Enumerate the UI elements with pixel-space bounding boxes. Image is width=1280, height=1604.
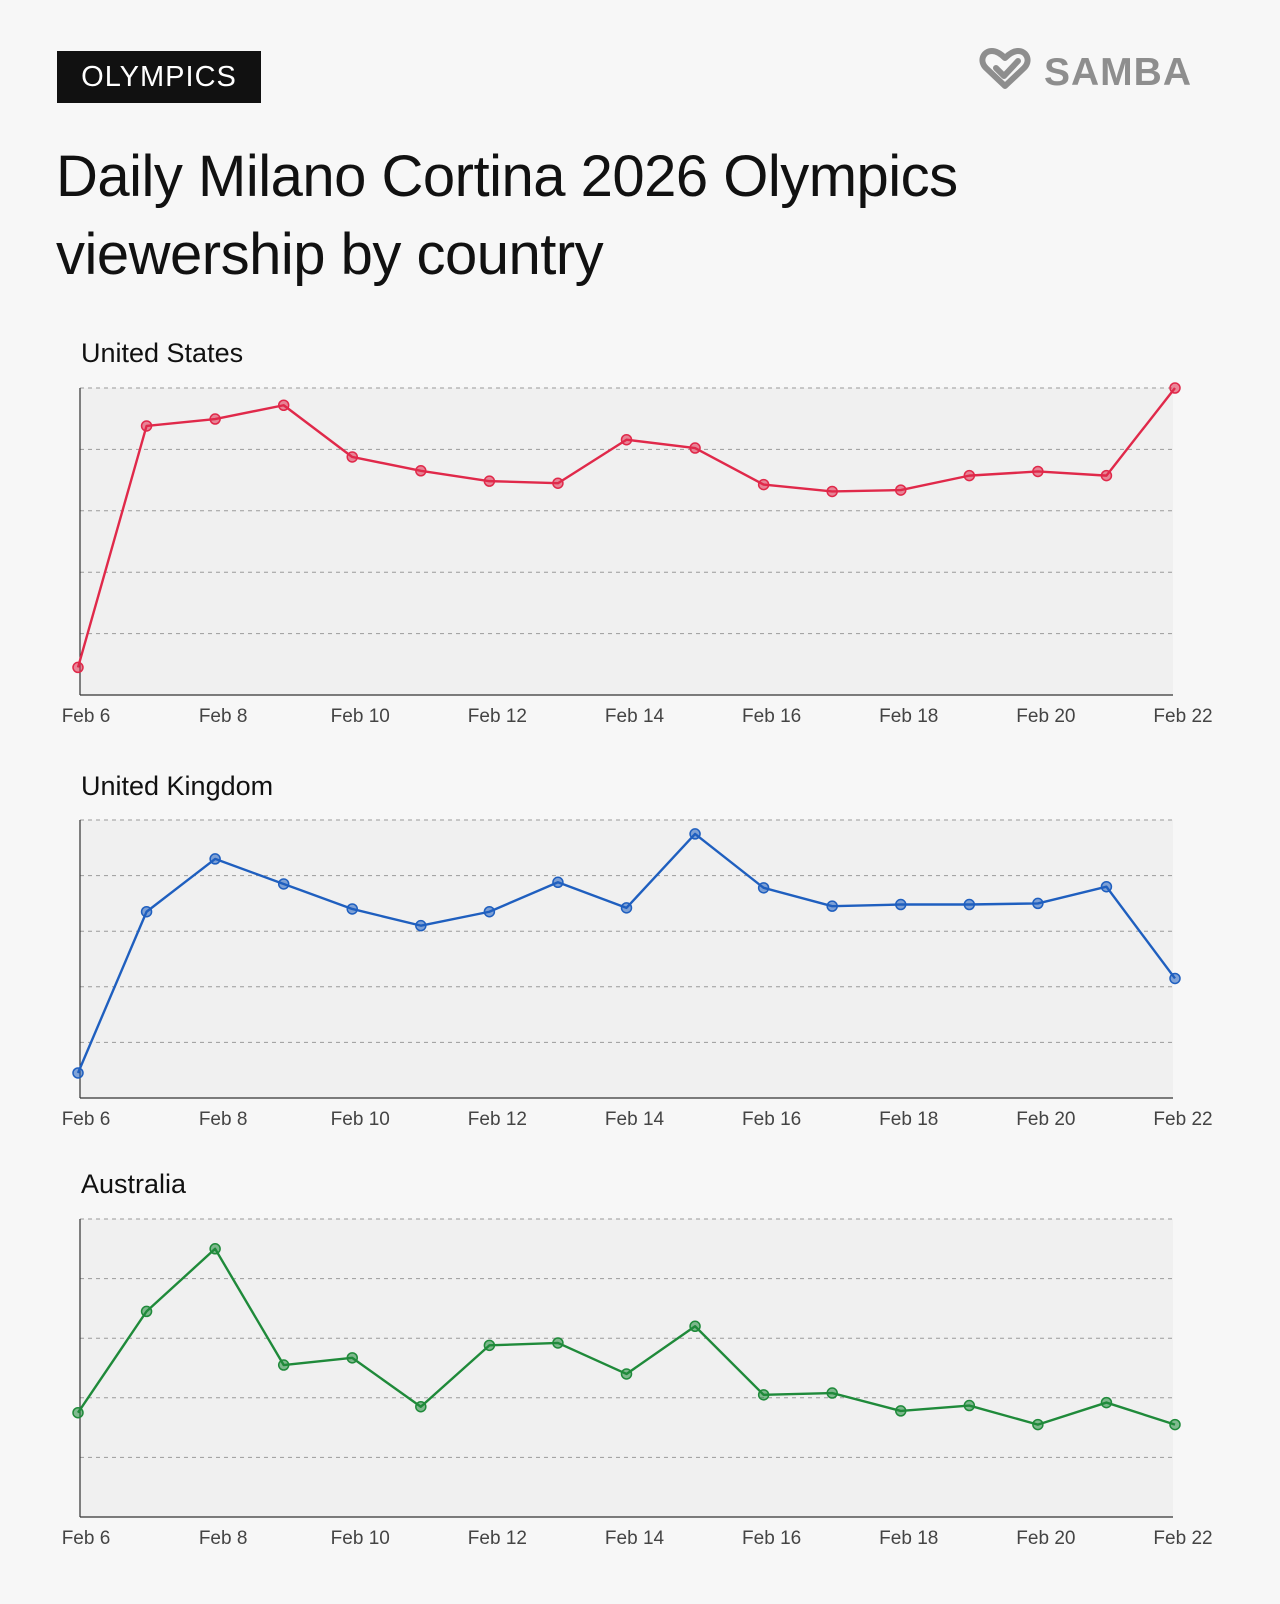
x-tick-label: Feb 18 — [879, 706, 938, 727]
data-point — [1032, 465, 1044, 478]
x-tick-label: Feb 16 — [742, 1109, 801, 1130]
x-tick-label: Feb 22 — [1153, 1109, 1212, 1130]
x-tick-label: Feb 14 — [605, 1109, 665, 1130]
data-point — [1169, 382, 1181, 394]
data-point — [483, 475, 496, 487]
data-point — [826, 1387, 838, 1399]
data-point — [757, 1389, 770, 1401]
chart-title-united-kingdom: United Kingdom — [81, 771, 274, 801]
data-point — [277, 399, 290, 411]
x-tick-label: Feb 8 — [199, 706, 248, 727]
chart-title-united-states: United States — [81, 338, 244, 368]
x-tick-label: Feb 10 — [331, 1528, 390, 1549]
data-point — [963, 1399, 976, 1412]
data-point — [620, 902, 633, 914]
x-tick-label: Feb 22 — [1153, 706, 1212, 727]
brand-logo: SAMBA — [978, 48, 1192, 97]
category-tag: OLYMPICS — [57, 51, 261, 103]
data-point — [1100, 1396, 1113, 1409]
x-tick-label: Feb 18 — [879, 1528, 938, 1549]
chart-united-states: Feb 6 Feb 8 Feb 10 Feb 12 Feb 14 Feb 16 Feb 18… — [62, 382, 1213, 727]
x-tick-label: Feb 22 — [1153, 1528, 1212, 1549]
data-point — [757, 882, 770, 894]
x-tick-label: Feb 6 — [62, 1528, 111, 1549]
chart-title-australia: Australia — [81, 1169, 187, 1199]
chart-united-kingdom: Feb 6 Feb 8 Feb 10 Feb 12 Feb 14 Feb 16 Feb 18… — [62, 819, 1213, 1130]
data-point — [140, 905, 153, 918]
data-point — [1100, 469, 1113, 482]
data-point — [72, 1067, 84, 1079]
plot-area — [80, 820, 1173, 1098]
chart-australia: Feb 6 Feb 8 Feb 10 Feb 12 Feb 14 Feb 16 Feb 18… — [62, 1218, 1213, 1549]
data-point — [277, 878, 290, 890]
data-point — [72, 1406, 84, 1419]
x-tick-label: Feb 14 — [605, 1528, 665, 1549]
data-point — [1100, 880, 1113, 893]
data-point — [1169, 1418, 1181, 1431]
data-point — [483, 1339, 496, 1352]
data-point — [140, 1305, 153, 1318]
data-point — [209, 853, 221, 865]
data-point — [72, 661, 84, 674]
data-point — [689, 1320, 701, 1333]
x-tick-label: Feb 6 — [62, 1109, 111, 1130]
x-tick-label: Feb 6 — [62, 706, 111, 727]
data-point — [140, 420, 153, 432]
data-point — [757, 478, 770, 491]
x-tick-label: Feb 10 — [331, 706, 390, 727]
x-tick-label: Feb 8 — [199, 1109, 248, 1130]
data-point — [552, 477, 564, 489]
x-tick-label: Feb 20 — [1016, 1528, 1075, 1549]
data-point — [620, 1368, 633, 1380]
data-point — [415, 465, 427, 477]
data-point — [277, 1359, 290, 1371]
data-point — [415, 1400, 427, 1413]
x-tick-label: Feb 18 — [879, 1109, 938, 1130]
data-point — [689, 442, 701, 454]
x-tick-label: Feb 20 — [1016, 1109, 1075, 1130]
data-point — [895, 1405, 907, 1417]
data-point — [620, 433, 633, 446]
data-point — [209, 413, 221, 425]
x-tick-label: Feb 10 — [331, 1109, 390, 1130]
data-point — [415, 919, 427, 932]
samba-heart-check-icon — [978, 48, 1034, 97]
data-point — [895, 898, 907, 911]
data-point — [483, 905, 496, 918]
data-point — [552, 876, 564, 889]
data-point — [346, 451, 358, 463]
data-point — [346, 1352, 358, 1364]
data-point — [963, 898, 976, 911]
x-tick-label: Feb 8 — [199, 1528, 248, 1549]
data-point — [895, 484, 907, 496]
data-point — [552, 1337, 564, 1349]
x-tick-label: Feb 12 — [468, 706, 527, 727]
x-tick-label: Feb 14 — [605, 706, 665, 727]
x-tick-label: Feb 12 — [468, 1528, 527, 1549]
brand-name: SAMBA — [1044, 50, 1192, 94]
x-tick-label: Feb 16 — [742, 706, 801, 727]
x-tick-label: Feb 12 — [468, 1109, 527, 1130]
data-point — [209, 1243, 221, 1255]
plot-area — [80, 1219, 1173, 1517]
data-point — [346, 903, 358, 915]
data-point — [963, 469, 976, 482]
data-point — [689, 828, 701, 840]
x-tick-label: Feb 16 — [742, 1528, 801, 1549]
data-point — [1032, 1418, 1044, 1431]
data-point — [826, 485, 838, 498]
page-title: Daily Milano Cortina 2026 Olympics viewe… — [56, 144, 958, 287]
x-tick-label: Feb 20 — [1016, 706, 1075, 727]
data-point — [826, 900, 838, 912]
data-point — [1169, 972, 1181, 985]
data-point — [1032, 897, 1044, 910]
